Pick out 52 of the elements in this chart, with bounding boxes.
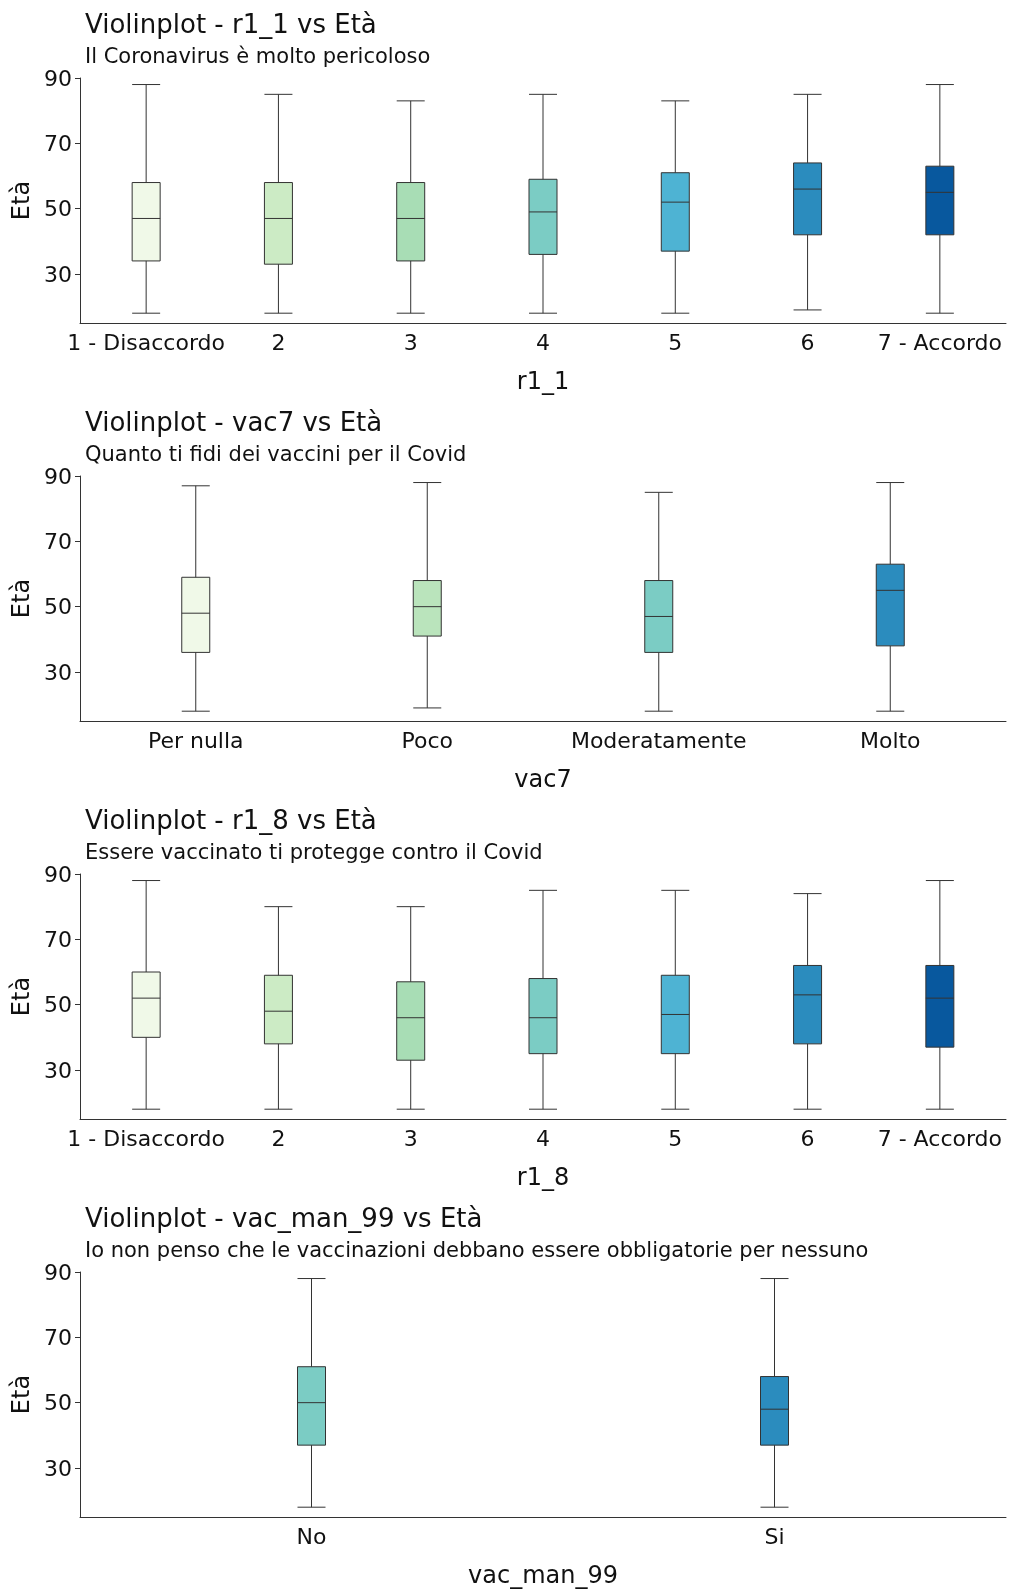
x-tick-label: 1 - Disaccordo [67, 1125, 225, 1151]
y-tick-label: 90 [44, 65, 72, 91]
y-axis-title: Età [7, 578, 36, 619]
chart-subtitle: Io non penso che le vaccinazioni debbano essere obbligatorie per nessuno [85, 1237, 869, 1262]
y-tick-label: 30 [44, 1455, 72, 1481]
x-tick-label: 3 [403, 329, 418, 355]
x-tick-label: 7 - Accordo [877, 329, 1003, 355]
x-tick-label: 7 - Accordo [877, 1125, 1003, 1151]
x-tick-label: 6 [800, 1125, 815, 1151]
x-tick-label: Molto [859, 727, 921, 753]
x-tick-label: Per nulla [147, 727, 244, 753]
y-tick-label: 90 [44, 463, 72, 489]
chart-title: Violinplot - r1_1 vs Età [85, 9, 377, 39]
x-tick-label: No [296, 1523, 327, 1549]
x-tick-label: 2 [271, 329, 286, 355]
y-tick-label: 90 [44, 1259, 72, 1285]
chart-subtitle: Il Coronavirus è molto pericoloso [85, 43, 431, 68]
chart-title: Violinplot - vac7 vs Età [85, 407, 383, 437]
x-tick-label: 5 [668, 1125, 683, 1151]
x-axis-title: vac_man_99 [468, 1561, 618, 1589]
chart-subtitle: Quanto ti fidi dei vaccini per il Covid [85, 441, 467, 466]
x-tick-label: 3 [403, 1125, 418, 1151]
chart-subtitle: Essere vaccinato ti protegge contro il Covid [85, 839, 543, 864]
x-tick-label: Moderatamente [570, 727, 747, 753]
y-tick-label: 50 [44, 594, 72, 620]
y-axis-title: Età [7, 180, 36, 221]
y-tick-label: 90 [44, 861, 72, 887]
x-tick-label: Si [764, 1523, 785, 1549]
x-tick-label: 2 [271, 1125, 286, 1151]
x-tick-label: Poco [401, 727, 453, 753]
y-tick-label: 30 [44, 659, 72, 685]
y-tick-label: 50 [44, 1390, 72, 1416]
x-tick-label: 4 [536, 1125, 550, 1151]
y-axis-title: Età [7, 976, 36, 1017]
x-axis-title: r1_8 [516, 1163, 570, 1191]
y-tick-label: 30 [44, 1057, 72, 1083]
x-tick-label: 4 [536, 329, 550, 355]
chart-title: Violinplot - r1_8 vs Età [85, 805, 377, 835]
x-axis-title: r1_1 [516, 367, 570, 395]
y-tick-label: 70 [44, 130, 72, 156]
x-tick-label: 1 - Disaccordo [67, 329, 225, 355]
chart-title: Violinplot - vac_man_99 vs Età [85, 1203, 483, 1233]
y-tick-label: 50 [44, 992, 72, 1018]
y-axis-title: Età [7, 1374, 36, 1415]
x-tick-label: 5 [668, 329, 683, 355]
y-tick-label: 70 [44, 926, 72, 952]
y-tick-label: 70 [44, 528, 72, 554]
y-tick-label: 70 [44, 1324, 72, 1350]
x-axis-title: vac7 [514, 765, 572, 793]
y-tick-label: 30 [44, 261, 72, 287]
x-tick-label: 6 [800, 329, 815, 355]
y-tick-label: 50 [44, 196, 72, 222]
